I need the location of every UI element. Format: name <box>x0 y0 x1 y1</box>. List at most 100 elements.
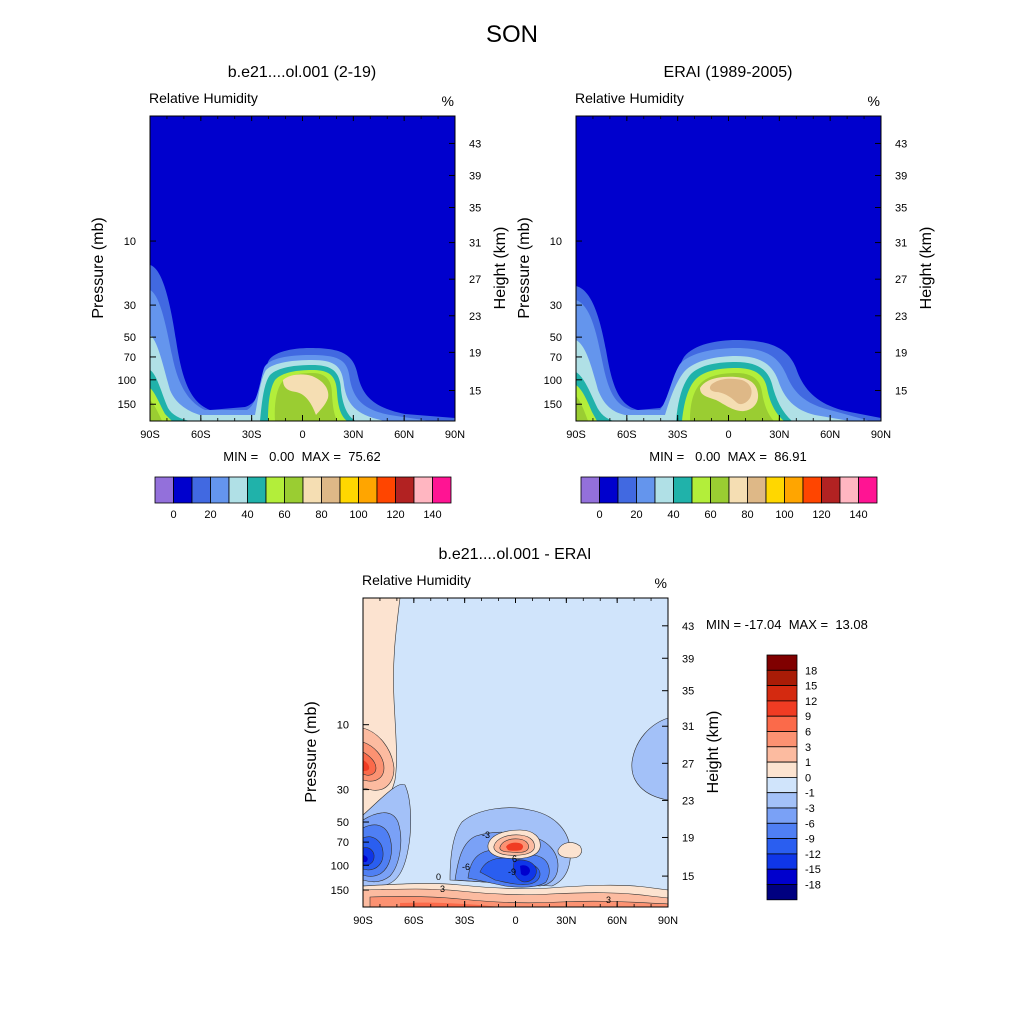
x-tick-label: 60N <box>607 915 627 927</box>
y-axis-right-label: Height (km) <box>918 227 935 310</box>
colorbar-label: 12 <box>805 696 817 708</box>
plot-area <box>575 115 882 422</box>
colorbar-swatch <box>766 838 798 855</box>
axes: 90S 60S 30S 0 30N 60N 90N103050701001504339353… <box>118 116 481 441</box>
y-tick-label: 10 <box>337 720 349 732</box>
x-tick-label: 90N <box>445 429 465 441</box>
colorbar-swatch <box>321 476 341 504</box>
contour-labels: 0 3 -3 6 -6 -9 3 <box>436 830 611 905</box>
colorbar-swatch <box>766 715 798 732</box>
y-tick-label: 150 <box>331 885 349 897</box>
y2-tick-label: 43 <box>469 138 481 150</box>
x-tick-label: 0 <box>299 429 305 441</box>
colorbar-label: 100 <box>775 509 793 521</box>
axes: 90S 60S 30S 0 30N 60N 90N103050701001504339353… <box>331 598 694 927</box>
min-max-stats: MIN = 0.00 MAX = 86.91 <box>649 449 807 464</box>
y2-tick-label: 27 <box>682 758 694 770</box>
contour-label: 3 <box>440 884 445 894</box>
colorbar-label: -15 <box>805 864 821 876</box>
y2-tick-label: 39 <box>895 170 907 182</box>
main-title: SON <box>486 21 538 48</box>
colorbar-swatch <box>747 476 767 504</box>
contour-fill-max <box>709 378 752 405</box>
colorbar-swatch <box>766 685 798 702</box>
x-tick-label: 30S <box>242 429 262 441</box>
x-tick-label: 90N <box>871 429 891 441</box>
colorbar-label: 140 <box>849 509 867 521</box>
y-tick-label: 100 <box>331 860 349 872</box>
colorbar-swatch <box>376 476 396 504</box>
x-tick-label: 90S <box>353 915 373 927</box>
x-tick-label: 60N <box>394 429 414 441</box>
x-tick-label: 60S <box>404 915 424 927</box>
y-axis-right-label: Height (km) <box>492 227 509 310</box>
y2-tick-label: 23 <box>682 795 694 807</box>
colorbar-swatch <box>413 476 433 504</box>
y-tick-label: 10 <box>124 236 136 248</box>
colorbar-swatch <box>302 476 322 504</box>
y2-tick-label: 23 <box>469 311 481 323</box>
y-tick-label: 150 <box>544 399 562 411</box>
colorbar-swatch <box>432 476 452 504</box>
x-tick-label: 60S <box>191 429 211 441</box>
y2-tick-label: 35 <box>469 203 481 215</box>
y2-tick-label: 31 <box>895 238 907 250</box>
y-tick-label: 50 <box>124 332 136 344</box>
variable-label: Relative Humidity <box>575 90 684 106</box>
contour-label: 3 <box>606 895 611 905</box>
colorbar-swatch <box>728 476 748 504</box>
colorbar-swatch <box>154 476 174 504</box>
contour-fill-max <box>283 374 329 415</box>
colorbar-label: -18 <box>805 880 821 892</box>
axes: 90S 60S 30S 0 30N 60N 90N103050701001504339353… <box>544 116 907 441</box>
colorbar-swatch <box>636 476 656 504</box>
colorbar-label: 0 <box>170 509 176 521</box>
y2-tick-label: 43 <box>682 621 694 633</box>
units-label: % <box>868 93 880 109</box>
panel-erai: ERAI (1989-2005) Relative Humidity % 90S… <box>516 64 935 521</box>
y-tick-label: 100 <box>118 375 136 387</box>
colorbar-swatch <box>766 654 798 671</box>
y2-tick-label: 23 <box>895 311 907 323</box>
y2-tick-label: 19 <box>682 832 694 844</box>
plot-area <box>149 115 456 422</box>
x-tick-label: 30S <box>668 429 688 441</box>
colorbar-swatch <box>766 777 798 794</box>
y2-tick-label: 27 <box>469 274 481 286</box>
colorbar-label: -12 <box>805 849 821 861</box>
x-tick-label: 30N <box>769 429 789 441</box>
y-tick-label: 10 <box>550 236 562 248</box>
x-tick-label: 0 <box>512 915 518 927</box>
x-tick-label: 0 <box>725 429 731 441</box>
colorbar-swatch <box>265 476 285 504</box>
colorbar-label: -1 <box>805 788 815 800</box>
units-label: % <box>442 93 454 109</box>
colorbar-label: 140 <box>423 509 441 521</box>
y-tick-label: 30 <box>337 785 349 797</box>
colorbar-swatch <box>766 868 798 885</box>
colorbar-swatch <box>673 476 693 504</box>
x-tick-label: 60S <box>617 429 637 441</box>
colorbar: 0 20 40 60 80 100 120 140 <box>154 476 452 521</box>
y2-tick-label: 19 <box>469 347 481 359</box>
y-axis-right-label: Height (km) <box>705 711 722 794</box>
colorbar-swatch <box>173 476 193 504</box>
y-tick-label: 50 <box>550 332 562 344</box>
panel-model: b.e21....ol.001 (2-19) Relative Humidity… <box>90 64 509 521</box>
colorbar-label: 80 <box>315 509 327 521</box>
colorbar-swatch <box>784 476 804 504</box>
colorbar-label: 40 <box>667 509 679 521</box>
colorbar-label: 18 <box>805 665 817 677</box>
colorbar-label: 20 <box>204 509 216 521</box>
y2-tick-label: 19 <box>895 347 907 359</box>
colorbar-swatch <box>599 476 619 504</box>
colorbar-swatch <box>191 476 211 504</box>
contour-label: -3 <box>482 830 490 840</box>
y2-tick-label: 39 <box>682 653 694 665</box>
colorbar-label: -3 <box>805 803 815 815</box>
y-tick-label: 70 <box>550 352 562 364</box>
colorbar-swatch <box>358 476 378 504</box>
y-axis-label: Pressure (mb) <box>90 217 107 318</box>
min-max-stats: MIN = -17.04 MAX = 13.08 <box>706 617 868 632</box>
y2-tick-label: 15 <box>469 386 481 398</box>
